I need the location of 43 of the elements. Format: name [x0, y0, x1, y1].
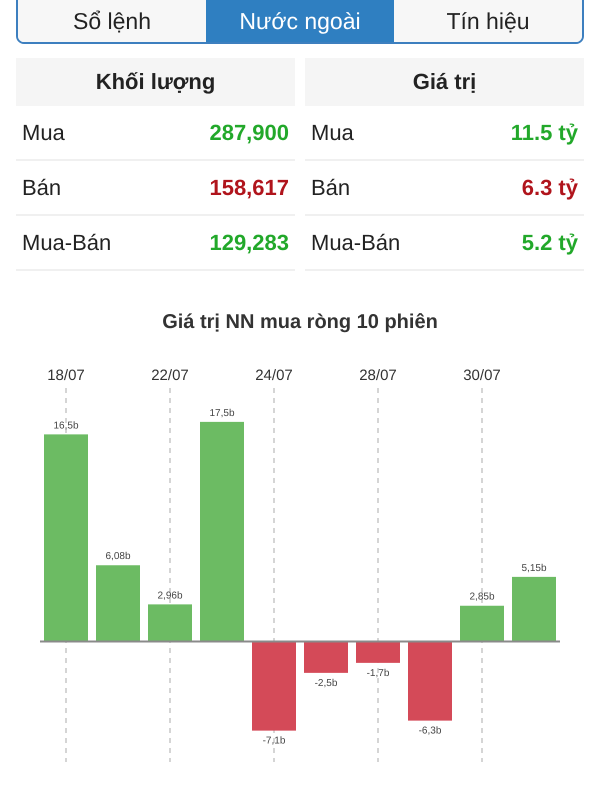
- data-label: 2,96b: [157, 590, 183, 602]
- data-label: -1,7b: [366, 668, 390, 679]
- bar: [408, 642, 452, 721]
- data-label: 2,85b: [469, 592, 495, 603]
- text: 158,617: [209, 174, 289, 200]
- data-label: 5,15b: [521, 562, 547, 574]
- text: Bán: [22, 174, 62, 200]
- text: Tín hiệu: [394, 0, 582, 42]
- text: Mua: [22, 120, 65, 146]
- text: Mua: [311, 120, 354, 146]
- data-label: -2,5b: [314, 678, 338, 689]
- data-label: -6,3b: [418, 726, 442, 737]
- bar: [356, 642, 400, 663]
- text: Mua-Bán: [22, 230, 112, 256]
- data-label: 17,5b: [209, 408, 235, 419]
- bar: [252, 642, 296, 731]
- text: 11.5 tỷ: [510, 120, 578, 146]
- text: Giá trị: [305, 58, 584, 106]
- x-tick-label: 24/07: [255, 367, 293, 384]
- bar: [512, 576, 556, 642]
- bar: [96, 565, 140, 642]
- text: 287,900: [209, 120, 289, 146]
- text: Mua-Bán: [311, 230, 400, 256]
- x-tick-label: 18/07: [47, 367, 85, 384]
- data-label: -7,1b: [262, 736, 286, 747]
- data-label: 6,08b: [105, 551, 131, 562]
- bar: [304, 642, 348, 673]
- text: Nước ngoài: [206, 0, 394, 42]
- bar: [44, 434, 88, 642]
- bar: [460, 606, 504, 642]
- text: 6.3 tỷ: [522, 174, 578, 200]
- text: 5.2 tỷ: [522, 230, 578, 256]
- text: 129,283: [209, 230, 289, 256]
- bar: [200, 422, 244, 642]
- text: Bán: [311, 174, 350, 200]
- chart-title: Giá trị NN mua ròng 10 phiên: [161, 311, 439, 335]
- text: Khối lượng: [16, 58, 295, 106]
- x-tick-label: 28/07: [359, 367, 397, 384]
- x-tick-label: 30/07: [463, 367, 501, 384]
- text: Sổ lệnh: [18, 0, 206, 42]
- data-label: 16,5b: [53, 420, 79, 432]
- x-tick-label: 22/07: [151, 367, 189, 384]
- bar: [148, 604, 192, 642]
